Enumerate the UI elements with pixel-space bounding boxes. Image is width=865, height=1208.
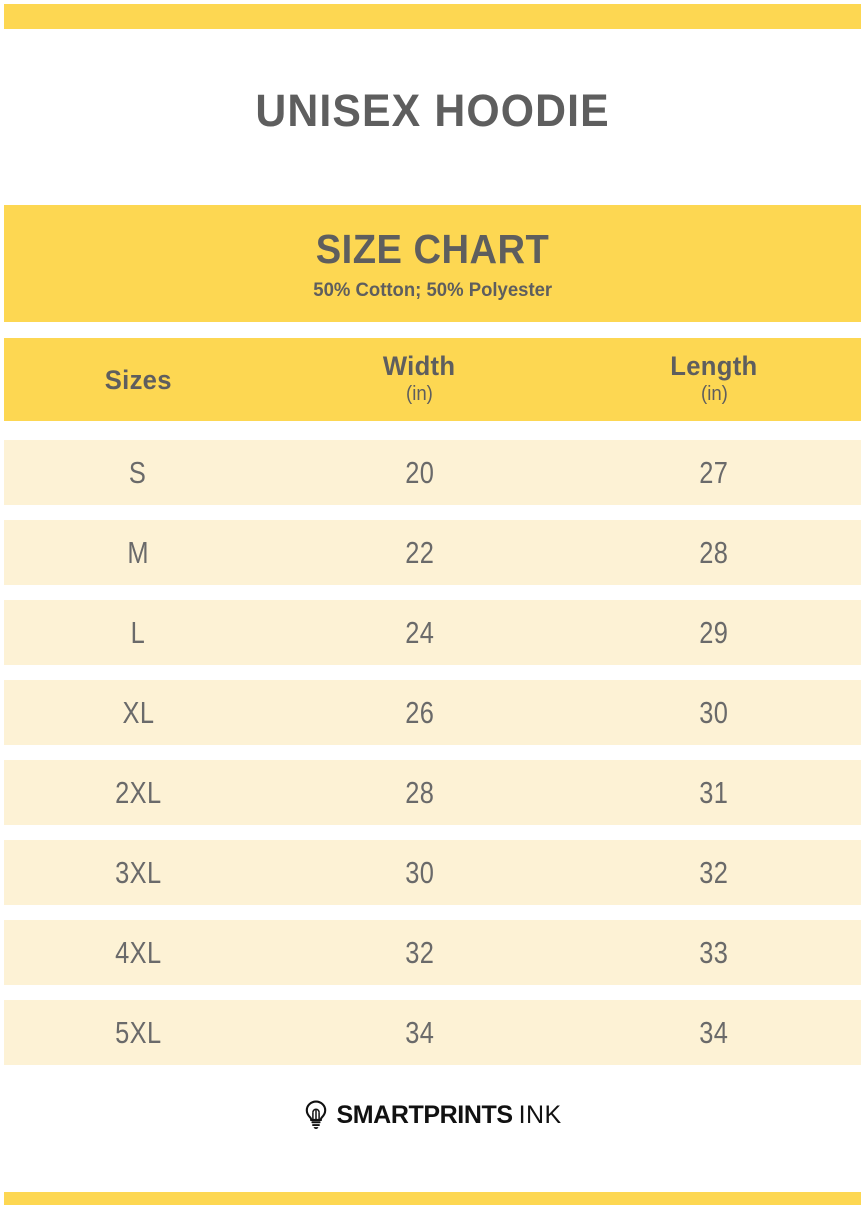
cell-size: 2XL <box>4 774 272 810</box>
cell-width: 24 <box>272 614 567 650</box>
size-chart-banner: SIZE CHART 50% Cotton; 50% Polyester <box>4 205 861 322</box>
header-cell-sizes: Sizes <box>4 365 272 395</box>
table-header-row: Sizes Width (in) Length (in) <box>4 338 861 421</box>
cell-size: 3XL <box>4 854 272 890</box>
brand-suffix: INK <box>518 1101 562 1129</box>
cell-length: 34 <box>567 1014 861 1050</box>
cell-size-value: 5XL <box>114 1014 162 1050</box>
table-row: 4XL 32 33 <box>4 920 861 985</box>
header-label-width: Width <box>383 350 456 381</box>
header-label-sizes: Sizes <box>104 364 172 395</box>
table-row: S 20 27 <box>4 440 861 505</box>
cell-length: 30 <box>567 694 861 730</box>
header-cell-width: Width (in) <box>272 350 567 406</box>
table-row: 5XL 34 34 <box>4 1000 861 1065</box>
cell-size: 5XL <box>4 1014 272 1050</box>
cell-length: 33 <box>567 934 861 970</box>
cell-width-value: 26 <box>404 694 435 730</box>
cell-size-value: S <box>129 454 147 490</box>
cell-size-value: XL <box>122 694 154 730</box>
cell-length-value: 29 <box>699 614 729 650</box>
lightbulb-icon <box>306 1100 327 1129</box>
table-row: L 24 29 <box>4 600 861 665</box>
cell-length-value: 33 <box>699 934 729 970</box>
table-row: M 22 28 <box>4 520 861 585</box>
cell-width: 32 <box>272 934 567 970</box>
cell-length-value: 30 <box>699 694 729 730</box>
page-title: UNISEX HOODIE <box>255 85 610 136</box>
cell-length-value: 31 <box>699 774 729 810</box>
cell-width: 20 <box>272 454 567 490</box>
header-cell-length: Length (in) <box>567 350 861 406</box>
cell-size-value: 2XL <box>114 774 162 810</box>
page-title-container: UNISEX HOODIE <box>0 84 865 138</box>
material-composition-label: 50% Cotton; 50% Polyester <box>313 279 552 301</box>
measurements-table: Sizes Width (in) Length (in) S 20 27 <box>4 338 861 1080</box>
cell-length: 27 <box>567 454 861 490</box>
cell-size-value: 4XL <box>114 934 162 970</box>
cell-width: 22 <box>272 534 567 570</box>
cell-width-value: 32 <box>404 934 435 970</box>
cell-size: L <box>4 614 272 650</box>
table-row: 2XL 28 31 <box>4 760 861 825</box>
cell-width-value: 20 <box>404 454 435 490</box>
header-label-length: Length <box>670 350 758 381</box>
header-unit-length: (in) <box>700 382 728 405</box>
table-row: XL 26 30 <box>4 680 861 745</box>
top-accent-bar <box>4 4 861 29</box>
table-row: 3XL 30 32 <box>4 840 861 905</box>
brand-name: SMARTPRINTS <box>336 1101 513 1129</box>
cell-width-value: 34 <box>404 1014 435 1050</box>
cell-length: 28 <box>567 534 861 570</box>
cell-length: 32 <box>567 854 861 890</box>
cell-width-value: 22 <box>404 534 435 570</box>
cell-size-value: 3XL <box>114 854 162 890</box>
cell-size: S <box>4 454 272 490</box>
cell-width: 28 <box>272 774 567 810</box>
bottom-accent-bar <box>4 1192 861 1205</box>
cell-length-value: 32 <box>699 854 729 890</box>
cell-length: 29 <box>567 614 861 650</box>
cell-width-value: 28 <box>404 774 435 810</box>
cell-size: 4XL <box>4 934 272 970</box>
cell-size: M <box>4 534 272 570</box>
header-unit-width: (in) <box>406 382 433 405</box>
brand-logo: SMARTPRINTS INK <box>0 1100 865 1130</box>
cell-size: XL <box>4 694 272 730</box>
cell-size-value: M <box>127 534 149 570</box>
cell-size-value: L <box>130 614 146 650</box>
cell-width-value: 24 <box>404 614 435 650</box>
cell-width: 34 <box>272 1014 567 1050</box>
cell-length-value: 28 <box>699 534 729 570</box>
cell-length: 31 <box>567 774 861 810</box>
cell-width: 26 <box>272 694 567 730</box>
cell-width-value: 30 <box>404 854 435 890</box>
size-chart-heading: SIZE CHART <box>315 226 550 272</box>
cell-length-value: 27 <box>699 454 729 490</box>
cell-width: 30 <box>272 854 567 890</box>
cell-length-value: 34 <box>699 1014 729 1050</box>
